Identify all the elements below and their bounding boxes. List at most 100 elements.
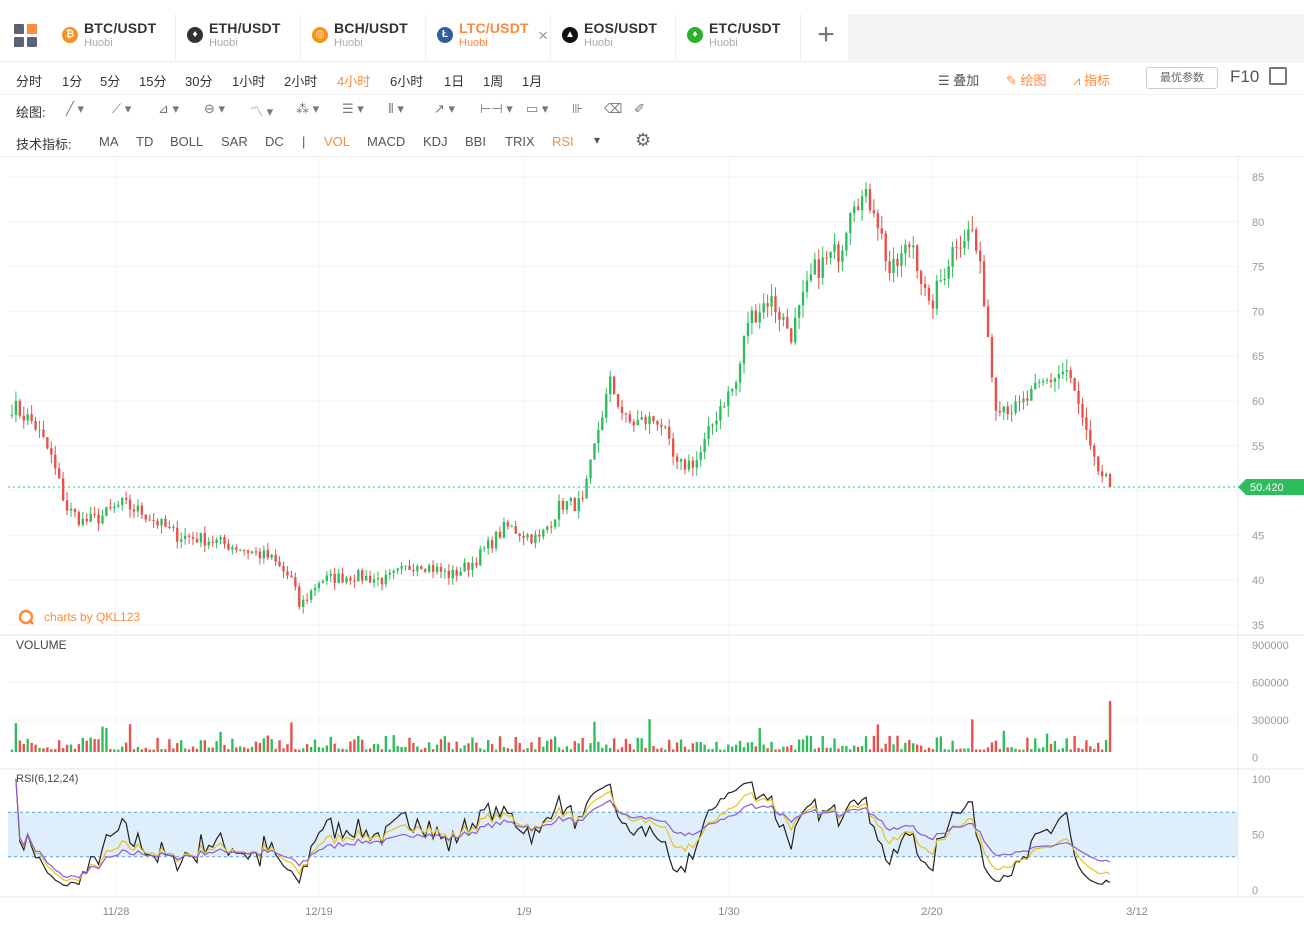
indicator-rsi[interactable]: RSI <box>552 134 574 149</box>
tab-btc-usdt[interactable]: ₿ BTC/USDT Huobi <box>52 14 176 60</box>
indicator-kdj[interactable]: KDJ <box>423 134 448 149</box>
interval-0[interactable]: 分时 <box>16 74 43 89</box>
tab-exchange-label: Huobi <box>334 37 363 49</box>
volume-bar <box>593 721 596 752</box>
volume-bar <box>679 739 683 752</box>
volume-bar <box>455 741 458 752</box>
volume-bar <box>1006 747 1009 752</box>
volume-bar <box>467 743 470 752</box>
volume-bar <box>282 748 285 752</box>
f10-button[interactable]: F10 <box>1230 67 1260 86</box>
interval-5[interactable]: 1小时 <box>232 74 266 89</box>
candle-body <box>424 569 427 572</box>
gann-icon[interactable]: ⦀ ▾ <box>388 101 404 116</box>
tab-eth-usdt[interactable]: ♦ ETH/USDT Huobi <box>177 14 301 60</box>
volume-bar <box>365 749 368 752</box>
grid-menu-icon[interactable] <box>14 24 38 48</box>
volume-bar <box>420 749 423 752</box>
tab-eos-usdt[interactable]: ▲ EOS/USDT Huobi <box>552 14 676 60</box>
interval-11[interactable]: 1月 <box>522 74 543 89</box>
interval-1[interactable]: 1分 <box>62 74 83 89</box>
candle-body <box>502 522 506 538</box>
volume-bar <box>187 749 191 752</box>
candle-body <box>900 253 903 266</box>
candle-body <box>321 581 325 583</box>
fork-icon[interactable]: ⊿ ▾ <box>158 101 180 116</box>
indicator-ma[interactable]: MA <box>99 134 119 149</box>
add-tab-button[interactable]: + <box>817 18 835 51</box>
volume-bar <box>1100 749 1104 752</box>
volume-bar <box>959 748 962 752</box>
indicator-sar[interactable]: SAR <box>221 134 248 149</box>
indicator-boll[interactable]: BOLL <box>170 134 204 149</box>
candle-body <box>609 376 612 395</box>
measure-icon[interactable]: ⊢⊣ ▾ <box>480 101 513 116</box>
interval-6[interactable]: 2小时 <box>284 74 318 89</box>
bars-icon[interactable]: ⊪ <box>572 101 584 116</box>
candle-body <box>687 460 691 470</box>
indicator-tool[interactable]: ⩘ 指标 <box>1073 70 1110 89</box>
fullscreen-icon[interactable] <box>1269 67 1287 85</box>
indicator-vol[interactable]: VOL <box>324 134 351 149</box>
indicator-bbi[interactable]: BBI <box>465 134 486 149</box>
candle-body <box>561 500 565 510</box>
tab-bch-usdt[interactable]: ◎ BCH/USDT Huobi <box>302 14 426 60</box>
volume-bar <box>546 740 549 752</box>
interval-8[interactable]: 6小时 <box>390 74 424 89</box>
volume-bar <box>384 735 388 752</box>
candle-body <box>912 245 915 248</box>
interval-10[interactable]: 1周 <box>483 74 504 89</box>
volume-bar <box>270 739 273 752</box>
more-indicators-chevron-icon[interactable]: ▾ <box>594 133 601 147</box>
price-chart[interactable]: 35 40 45 50 55 60 65 70 75 80 85 11/28 12/19 1/9 1/30 2… <box>0 157 1304 928</box>
candle-body <box>825 257 828 259</box>
volume-bar <box>750 742 754 752</box>
volume-bar <box>396 745 399 752</box>
indicator-macd[interactable]: MACD <box>367 134 406 149</box>
interval-9[interactable]: 1日 <box>444 74 465 89</box>
candle-body <box>774 296 777 313</box>
indicator-label: 指标 <box>1083 73 1110 88</box>
draw-tool[interactable]: ✎ 绘图 <box>1006 70 1047 89</box>
interval-2[interactable]: 5分 <box>100 74 121 89</box>
close-icon[interactable]: × <box>538 26 548 45</box>
candle-body <box>372 579 376 583</box>
volume-bar <box>565 746 569 752</box>
volume-bar <box>648 719 651 752</box>
volume-bar <box>1014 748 1017 752</box>
wave-icon[interactable]: 〽 ▾ <box>250 104 274 119</box>
indicator-dc[interactable]: DC <box>265 134 284 149</box>
tab-etc-usdt[interactable]: ♦ ETC/USDT Huobi <box>677 14 801 60</box>
candle-body <box>849 213 852 234</box>
ellipse-icon[interactable]: ⊖ ▾ <box>204 101 226 116</box>
volume-bar <box>801 739 805 752</box>
candle-body <box>801 291 805 306</box>
fib-icon[interactable]: ☰ ▾ <box>342 101 364 116</box>
interval-4[interactable]: 30分 <box>185 74 213 89</box>
price-tick-label: 65 <box>1252 351 1264 363</box>
overlay-tool[interactable]: ☰ 叠加 <box>938 70 979 89</box>
bitcoin-cash-icon: ◎ <box>312 27 328 43</box>
indicator-td[interactable]: TD <box>136 134 154 149</box>
best-params-button[interactable]: 最优参数 <box>1146 67 1218 89</box>
eraser-icon[interactable]: ✐ <box>634 101 645 116</box>
trash-icon[interactable]: ⌫ <box>604 101 623 116</box>
volume-bar <box>577 743 580 752</box>
volume-bar <box>597 741 600 752</box>
gear-icon[interactable]: ⚙ <box>635 130 652 150</box>
ray-icon[interactable]: ⟋ ▾ <box>112 101 132 116</box>
volume-bar <box>616 749 620 752</box>
trend-line-icon[interactable]: ╱ ▾ <box>66 101 84 116</box>
volume-bar <box>1089 746 1092 752</box>
tab-ltc-usdt[interactable]: Ł LTC/USDT Huobi × <box>427 14 551 60</box>
volume-bar <box>825 747 828 752</box>
arrow-icon[interactable]: ↗ ▾ <box>434 101 456 116</box>
pattern-icon[interactable]: ⁂ ▾ <box>296 101 320 116</box>
interval-3[interactable]: 15分 <box>139 74 167 89</box>
comment-icon[interactable]: ▭ ▾ <box>526 101 549 116</box>
volume-bar <box>963 748 966 752</box>
interval-7[interactable]: 4小时 <box>337 74 371 89</box>
volume-bar <box>148 749 151 752</box>
indicator-trix[interactable]: TRIX <box>505 134 535 149</box>
volume-bar <box>22 743 25 752</box>
